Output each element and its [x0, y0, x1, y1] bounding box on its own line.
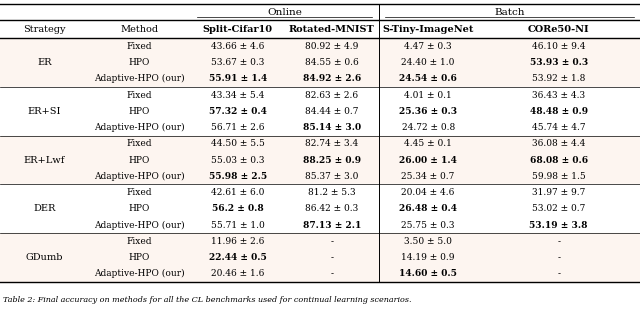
- Text: S-Tiny-ImageNet: S-Tiny-ImageNet: [383, 25, 474, 34]
- Text: Online: Online: [268, 8, 302, 17]
- Bar: [0, 87, 640, 136]
- Text: HPO: HPO: [129, 58, 150, 67]
- Text: Rotated-MNIST: Rotated-MNIST: [289, 25, 374, 34]
- Text: 56.71 ± 2.6: 56.71 ± 2.6: [211, 123, 264, 132]
- Text: 55.71 ± 1.0: 55.71 ± 1.0: [211, 221, 264, 230]
- Text: 4.45 ± 0.1: 4.45 ± 0.1: [404, 139, 452, 148]
- Text: 53.02 ± 0.7: 53.02 ± 0.7: [532, 204, 586, 213]
- Text: Strategy: Strategy: [23, 25, 65, 34]
- Text: Adaptive-HPO (our): Adaptive-HPO (our): [94, 123, 185, 132]
- Text: 53.93 ± 0.3: 53.93 ± 0.3: [529, 58, 588, 67]
- Text: 84.92 ± 2.6: 84.92 ± 2.6: [303, 74, 361, 83]
- Bar: [0, 38, 640, 87]
- Text: Split-Cifar10: Split-Cifar10: [203, 25, 273, 34]
- Text: Table 2: Final accuracy on methods for all the CL benchmarks used for continual : Table 2: Final accuracy on methods for a…: [3, 296, 412, 304]
- Text: 80.92 ± 4.9: 80.92 ± 4.9: [305, 42, 358, 51]
- Text: 84.55 ± 0.6: 84.55 ± 0.6: [305, 58, 358, 67]
- Text: 42.61 ± 6.0: 42.61 ± 6.0: [211, 188, 264, 197]
- Text: -: -: [557, 237, 560, 246]
- Text: Fixed: Fixed: [127, 42, 152, 51]
- Text: 48.48 ± 0.9: 48.48 ± 0.9: [530, 107, 588, 116]
- Bar: [0, 184, 640, 233]
- Text: HPO: HPO: [129, 155, 150, 165]
- Text: 86.42 ± 0.3: 86.42 ± 0.3: [305, 204, 358, 213]
- Text: 22.44 ± 0.5: 22.44 ± 0.5: [209, 253, 267, 262]
- Text: GDumb: GDumb: [26, 253, 63, 262]
- Text: 3.50 ± 5.0: 3.50 ± 5.0: [404, 237, 452, 246]
- Text: Fixed: Fixed: [127, 188, 152, 197]
- Text: 84.44 ± 0.7: 84.44 ± 0.7: [305, 107, 358, 116]
- Text: 55.91 ± 1.4: 55.91 ± 1.4: [209, 74, 267, 83]
- Text: Method: Method: [120, 25, 159, 34]
- Text: 87.13 ± 2.1: 87.13 ± 2.1: [303, 221, 361, 230]
- Text: Fixed: Fixed: [127, 139, 152, 148]
- Text: 45.74 ± 4.7: 45.74 ± 4.7: [532, 123, 586, 132]
- Text: 53.19 ± 3.8: 53.19 ± 3.8: [529, 221, 588, 230]
- Text: -: -: [330, 237, 333, 246]
- Text: HPO: HPO: [129, 253, 150, 262]
- Text: 25.75 ± 0.3: 25.75 ± 0.3: [401, 221, 455, 230]
- Bar: [0, 233, 640, 282]
- Text: 53.92 ± 1.8: 53.92 ± 1.8: [532, 74, 586, 83]
- Text: Adaptive-HPO (our): Adaptive-HPO (our): [94, 221, 185, 230]
- Text: 57.32 ± 0.4: 57.32 ± 0.4: [209, 107, 267, 116]
- Text: 44.50 ± 5.5: 44.50 ± 5.5: [211, 139, 265, 148]
- Text: 26.48 ± 0.4: 26.48 ± 0.4: [399, 204, 457, 213]
- Text: 85.37 ± 3.0: 85.37 ± 3.0: [305, 172, 358, 181]
- Text: 20.46 ± 1.6: 20.46 ± 1.6: [211, 269, 264, 278]
- Text: 36.43 ± 4.3: 36.43 ± 4.3: [532, 91, 586, 99]
- Text: 24.40 ± 1.0: 24.40 ± 1.0: [401, 58, 455, 67]
- Text: 4.47 ± 0.3: 4.47 ± 0.3: [404, 42, 452, 51]
- Text: -: -: [330, 269, 333, 278]
- Text: 24.54 ± 0.6: 24.54 ± 0.6: [399, 74, 457, 83]
- Text: 14.60 ± 0.5: 14.60 ± 0.5: [399, 269, 457, 278]
- Text: ER+SI: ER+SI: [28, 107, 61, 116]
- Text: Fixed: Fixed: [127, 91, 152, 99]
- Text: 88.25 ± 0.9: 88.25 ± 0.9: [303, 155, 361, 165]
- Text: 24.72 ± 0.8: 24.72 ± 0.8: [401, 123, 455, 132]
- Text: 59.98 ± 1.5: 59.98 ± 1.5: [532, 172, 586, 181]
- Text: ER+Lwf: ER+Lwf: [24, 155, 65, 165]
- Text: 25.34 ± 0.7: 25.34 ± 0.7: [401, 172, 455, 181]
- Text: -: -: [557, 269, 560, 278]
- Text: Adaptive-HPO (our): Adaptive-HPO (our): [94, 269, 185, 278]
- Text: 11.96 ± 2.6: 11.96 ± 2.6: [211, 237, 264, 246]
- Text: 82.63 ± 2.6: 82.63 ± 2.6: [305, 91, 358, 99]
- Text: 85.14 ± 3.0: 85.14 ± 3.0: [303, 123, 361, 132]
- Text: Adaptive-HPO (our): Adaptive-HPO (our): [94, 172, 185, 181]
- Text: 36.08 ± 4.4: 36.08 ± 4.4: [532, 139, 586, 148]
- Text: Fixed: Fixed: [127, 237, 152, 246]
- Text: 55.98 ± 2.5: 55.98 ± 2.5: [209, 172, 267, 181]
- Text: HPO: HPO: [129, 204, 150, 213]
- Text: 46.10 ± 9.4: 46.10 ± 9.4: [532, 42, 586, 51]
- Text: 4.01 ± 0.1: 4.01 ± 0.1: [404, 91, 452, 99]
- Text: 14.19 ± 0.9: 14.19 ± 0.9: [401, 253, 455, 262]
- Bar: [0, 136, 640, 184]
- Text: 53.67 ± 0.3: 53.67 ± 0.3: [211, 58, 264, 67]
- Text: 43.34 ± 5.4: 43.34 ± 5.4: [211, 91, 264, 99]
- Text: -: -: [557, 253, 560, 262]
- Text: 31.97 ± 9.7: 31.97 ± 9.7: [532, 188, 586, 197]
- Text: 82.74 ± 3.4: 82.74 ± 3.4: [305, 139, 358, 148]
- Text: HPO: HPO: [129, 107, 150, 116]
- Text: 68.08 ± 0.6: 68.08 ± 0.6: [530, 155, 588, 165]
- Text: CORe50-NI: CORe50-NI: [528, 25, 589, 34]
- Text: Batch: Batch: [494, 8, 525, 17]
- Text: 43.66 ± 4.6: 43.66 ± 4.6: [211, 42, 264, 51]
- Text: 20.04 ± 4.6: 20.04 ± 4.6: [401, 188, 455, 197]
- Text: -: -: [330, 253, 333, 262]
- Text: 25.36 ± 0.3: 25.36 ± 0.3: [399, 107, 457, 116]
- Text: 56.2 ± 0.8: 56.2 ± 0.8: [212, 204, 264, 213]
- Text: ER: ER: [37, 58, 51, 67]
- Text: 81.2 ± 5.3: 81.2 ± 5.3: [308, 188, 356, 197]
- Text: Adaptive-HPO (our): Adaptive-HPO (our): [94, 74, 185, 83]
- Text: DER: DER: [33, 204, 55, 213]
- Text: 55.03 ± 0.3: 55.03 ± 0.3: [211, 155, 264, 165]
- Text: 26.00 ± 1.4: 26.00 ± 1.4: [399, 155, 457, 165]
